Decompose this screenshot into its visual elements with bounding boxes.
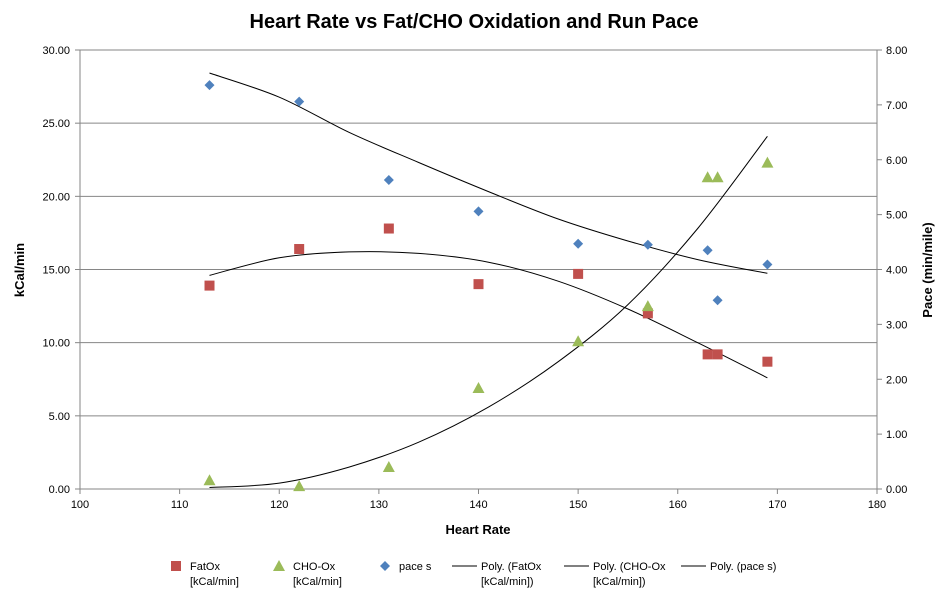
x-tick-label: 110 [171,499,189,511]
legend-label: pace s [399,561,432,573]
data-points [203,80,774,492]
y-tick-label: 25.00 [42,118,70,130]
cho-ox-point [641,300,654,312]
legend-label: FatOx [190,561,220,573]
y-tick-label: 15.00 [42,265,70,277]
fatox-point [294,244,305,255]
legend-diamond-symbol [380,561,390,571]
y2-tick-label: 5.00 [886,210,907,222]
legend-label: CHO-Ox [293,561,336,573]
chart-title: Heart Rate vs Fat/CHO Oxidation and Run … [250,11,699,33]
fatox-point [702,349,713,360]
pace-point [702,245,713,256]
x-tick-label: 120 [270,499,288,511]
trendlines [209,72,768,488]
pace-point [473,206,484,217]
y-tick-label: 20.00 [42,191,70,203]
legend-item-poly-chox: Poly. (CHO-Ox [kCal/min]) [564,561,666,588]
y-tick-label: 30.00 [42,45,70,57]
pace-point [383,175,394,186]
fatox-point [573,268,584,279]
cho-ox-point [203,474,216,486]
cho-ox-point [472,382,485,394]
y2-tick-label: 2.00 [886,374,907,386]
x-tick-label: 130 [370,499,388,511]
x-tick-label: 140 [469,499,487,511]
legend-item-chox: CHO-Ox [kCal/min] [273,560,342,588]
fatox-point [762,356,773,367]
y-axis-title: kCal/min [12,243,27,297]
y2-tick-label: 1.00 [886,429,907,441]
fatox-point [473,279,484,290]
legend-triangle-symbol [273,560,285,571]
fatox-point [383,223,394,234]
pace-point [573,238,584,249]
legend-square-symbol [171,561,181,571]
legend-item-poly-pace: Poly. (pace s) [681,561,776,573]
y2-tick-label: 3.00 [886,319,907,331]
y2-tick-label: 4.00 [886,265,907,277]
cho-ox-point [711,171,724,183]
axes: 0.00 5.00 10.00 15.00 20.00 25.00 30.00 0.00 1.0… [42,45,907,511]
legend-item-fatox: FatOx [kCal/min] [171,561,239,588]
x-axis-title: Heart Rate [445,522,510,537]
legend-label-unit: [kCal/min]) [481,576,534,588]
y2-tick-label: 7.00 [886,100,907,112]
cho-ox-point [761,156,774,168]
trendline-pace [209,72,768,274]
trendline-fatox [209,251,768,379]
legend-label-unit: [kCal/min] [190,576,239,588]
y2-axis-title: Pace (min/mile) [920,222,935,317]
legend-item-pace: pace s [380,561,432,573]
y-tick-label: 0.00 [49,484,70,496]
pace-point [294,96,305,107]
pace-point [204,80,215,91]
y2-tick-label: 0.00 [886,484,907,496]
legend-label: Poly. (FatOx [481,561,542,573]
legend-label: Poly. (CHO-Ox [593,561,666,573]
fatox-point [642,308,653,319]
grid-lines [80,49,877,417]
legend-label-unit: [kCal/min] [293,576,342,588]
fatox-point [712,349,723,360]
cho-ox-point [382,461,395,473]
x-tick-label: 180 [868,499,886,511]
pace-point [642,239,653,250]
y-tick-label: 5.00 [49,411,70,423]
x-tick-label: 150 [569,499,587,511]
legend: FatOx [kCal/min] CHO-Ox [kCal/min] pace s Pol… [171,560,776,588]
cho-ox-point [572,335,585,347]
x-tick-label: 100 [71,499,89,511]
x-tick-label: 170 [768,499,786,511]
cho-ox-point [293,480,306,492]
legend-label-unit: [kCal/min]) [593,576,646,588]
pace-point [712,295,723,306]
y2-tick-label: 8.00 [886,45,907,57]
pace-point [762,259,773,270]
legend-item-poly-fatox: Poly. (FatOx [kCal/min]) [452,561,542,588]
fatox-point [204,280,215,291]
trendline-cho-ox [209,135,768,488]
legend-label: Poly. (pace s) [710,561,776,573]
y2-tick-label: 6.00 [886,155,907,167]
cho-ox-point [701,171,714,183]
y-tick-label: 10.00 [42,338,70,350]
x-tick-label: 160 [669,499,687,511]
